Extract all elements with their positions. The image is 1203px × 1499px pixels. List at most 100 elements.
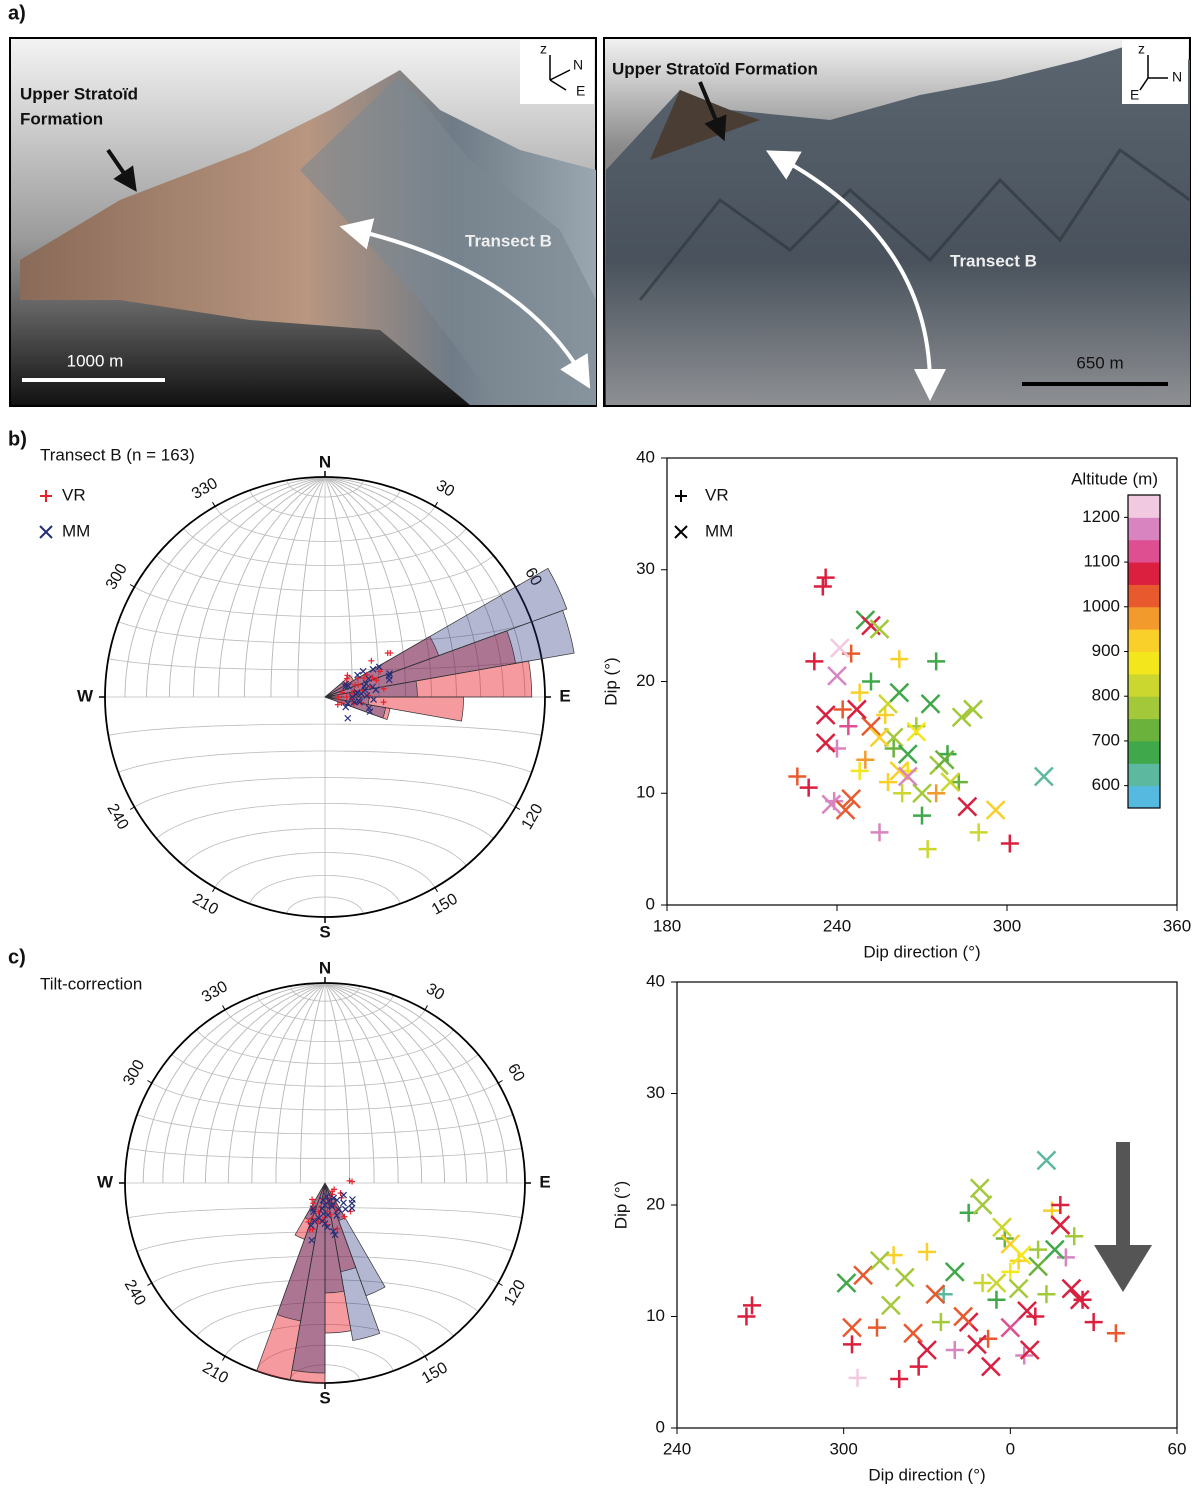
marker-stroke (356, 698, 364, 706)
y-tick-label: 10 (636, 783, 655, 802)
grid-line (108, 723, 542, 736)
y-tick-label: 30 (636, 559, 655, 578)
formation-label: Upper Stratoïd Formation (612, 59, 818, 78)
grid-line (134, 777, 516, 808)
point (1044, 1239, 1065, 1260)
pole (348, 1204, 356, 1212)
marker-stroke (333, 1196, 341, 1204)
colorbar-swatch (1128, 785, 1160, 809)
point (850, 761, 869, 780)
point (917, 1340, 937, 1360)
y-tick-label: 0 (656, 1417, 665, 1436)
point (951, 707, 972, 728)
marker-stroke (344, 682, 352, 690)
rose-petal (324, 1182, 381, 1341)
point (788, 767, 807, 786)
marker-stroke (369, 683, 377, 691)
pole (331, 1231, 339, 1239)
marker-stroke (969, 1178, 990, 1199)
azimuth-label: 30 (433, 477, 457, 501)
grid-line (286, 480, 364, 498)
photo-left: Upper Stratoïd Formation Transect B 1000… (9, 37, 597, 407)
pole (370, 696, 378, 703)
compass-label: E (1130, 87, 1139, 103)
point (835, 800, 856, 820)
y-axis-label: Dip (°) (611, 1181, 630, 1229)
pole (354, 671, 361, 679)
marker-stroke (360, 683, 368, 690)
colorbar-swatch (1128, 584, 1160, 608)
azimuth-label: 240 (103, 801, 131, 833)
point (953, 1306, 973, 1327)
marker-stroke (363, 692, 371, 699)
colorbar-swatch (1128, 763, 1160, 787)
point (927, 652, 946, 671)
direction-label: E (539, 1172, 550, 1191)
pole (344, 672, 351, 679)
tick (147, 1282, 153, 1286)
pole (352, 681, 359, 688)
x-tick-label: 180 (653, 916, 681, 935)
colorbar-swatch (1128, 718, 1160, 742)
grid-line (108, 658, 542, 671)
point (890, 1369, 909, 1388)
pole (377, 668, 384, 675)
colorbar-label: 1200 (1082, 507, 1120, 526)
marker-stroke (342, 1205, 349, 1213)
photo-right: Upper Stratoïd Formation Transect B 650 … (603, 37, 1191, 407)
point (981, 1356, 1001, 1377)
marker-stroke (972, 1195, 993, 1215)
point (945, 1340, 964, 1359)
x-tick-label: 240 (823, 916, 851, 935)
formation-label: Formation (20, 109, 103, 128)
marker-stroke (815, 733, 836, 753)
colorbar-swatch (1128, 517, 1160, 541)
pole (384, 650, 391, 657)
marker-stroke (1008, 1278, 1029, 1299)
pole (335, 694, 342, 701)
marker-stroke (334, 1205, 342, 1213)
point (1026, 1307, 1045, 1326)
point (881, 1295, 901, 1316)
transect-label: Transect B (465, 231, 552, 250)
direction-label: S (319, 922, 330, 941)
point (1061, 1278, 1082, 1299)
scale-label: 1000 m (67, 351, 124, 370)
pole (309, 1205, 317, 1213)
marker-stroke (1019, 1340, 1040, 1360)
marker-stroke (897, 744, 918, 765)
colorbar-swatch (1128, 673, 1160, 697)
marker-stroke (348, 1204, 356, 1212)
colorbar-swatch (1128, 651, 1160, 675)
pole (344, 714, 352, 722)
marker-stroke (869, 727, 890, 748)
azimuth-label: 210 (189, 891, 221, 919)
point (1009, 1251, 1028, 1270)
point (1029, 1240, 1048, 1259)
tick (212, 887, 216, 893)
point (836, 1273, 857, 1293)
marker-stroke (894, 1267, 915, 1288)
point (841, 788, 862, 809)
tick (147, 1080, 153, 1084)
pole (380, 699, 387, 706)
x-tick-label: 0 (1006, 1439, 1015, 1458)
marker-stroke (1000, 1317, 1021, 1338)
point (813, 577, 832, 596)
grid-line (127, 1147, 523, 1159)
marker-stroke (925, 1284, 946, 1305)
point (987, 1290, 1006, 1309)
marker-stroke (967, 1334, 987, 1355)
colorbar-swatch (1128, 629, 1160, 652)
pole (310, 1200, 317, 1207)
pole (375, 663, 383, 671)
point (1036, 1150, 1057, 1171)
pole (342, 703, 350, 711)
pole (349, 1178, 356, 1185)
point (1033, 766, 1054, 787)
tick (424, 1355, 428, 1361)
colorbar-swatch (1128, 539, 1160, 563)
pole (344, 700, 352, 708)
x-tick-label: 360 (1163, 916, 1191, 935)
marker-stroke (1061, 1278, 1082, 1299)
